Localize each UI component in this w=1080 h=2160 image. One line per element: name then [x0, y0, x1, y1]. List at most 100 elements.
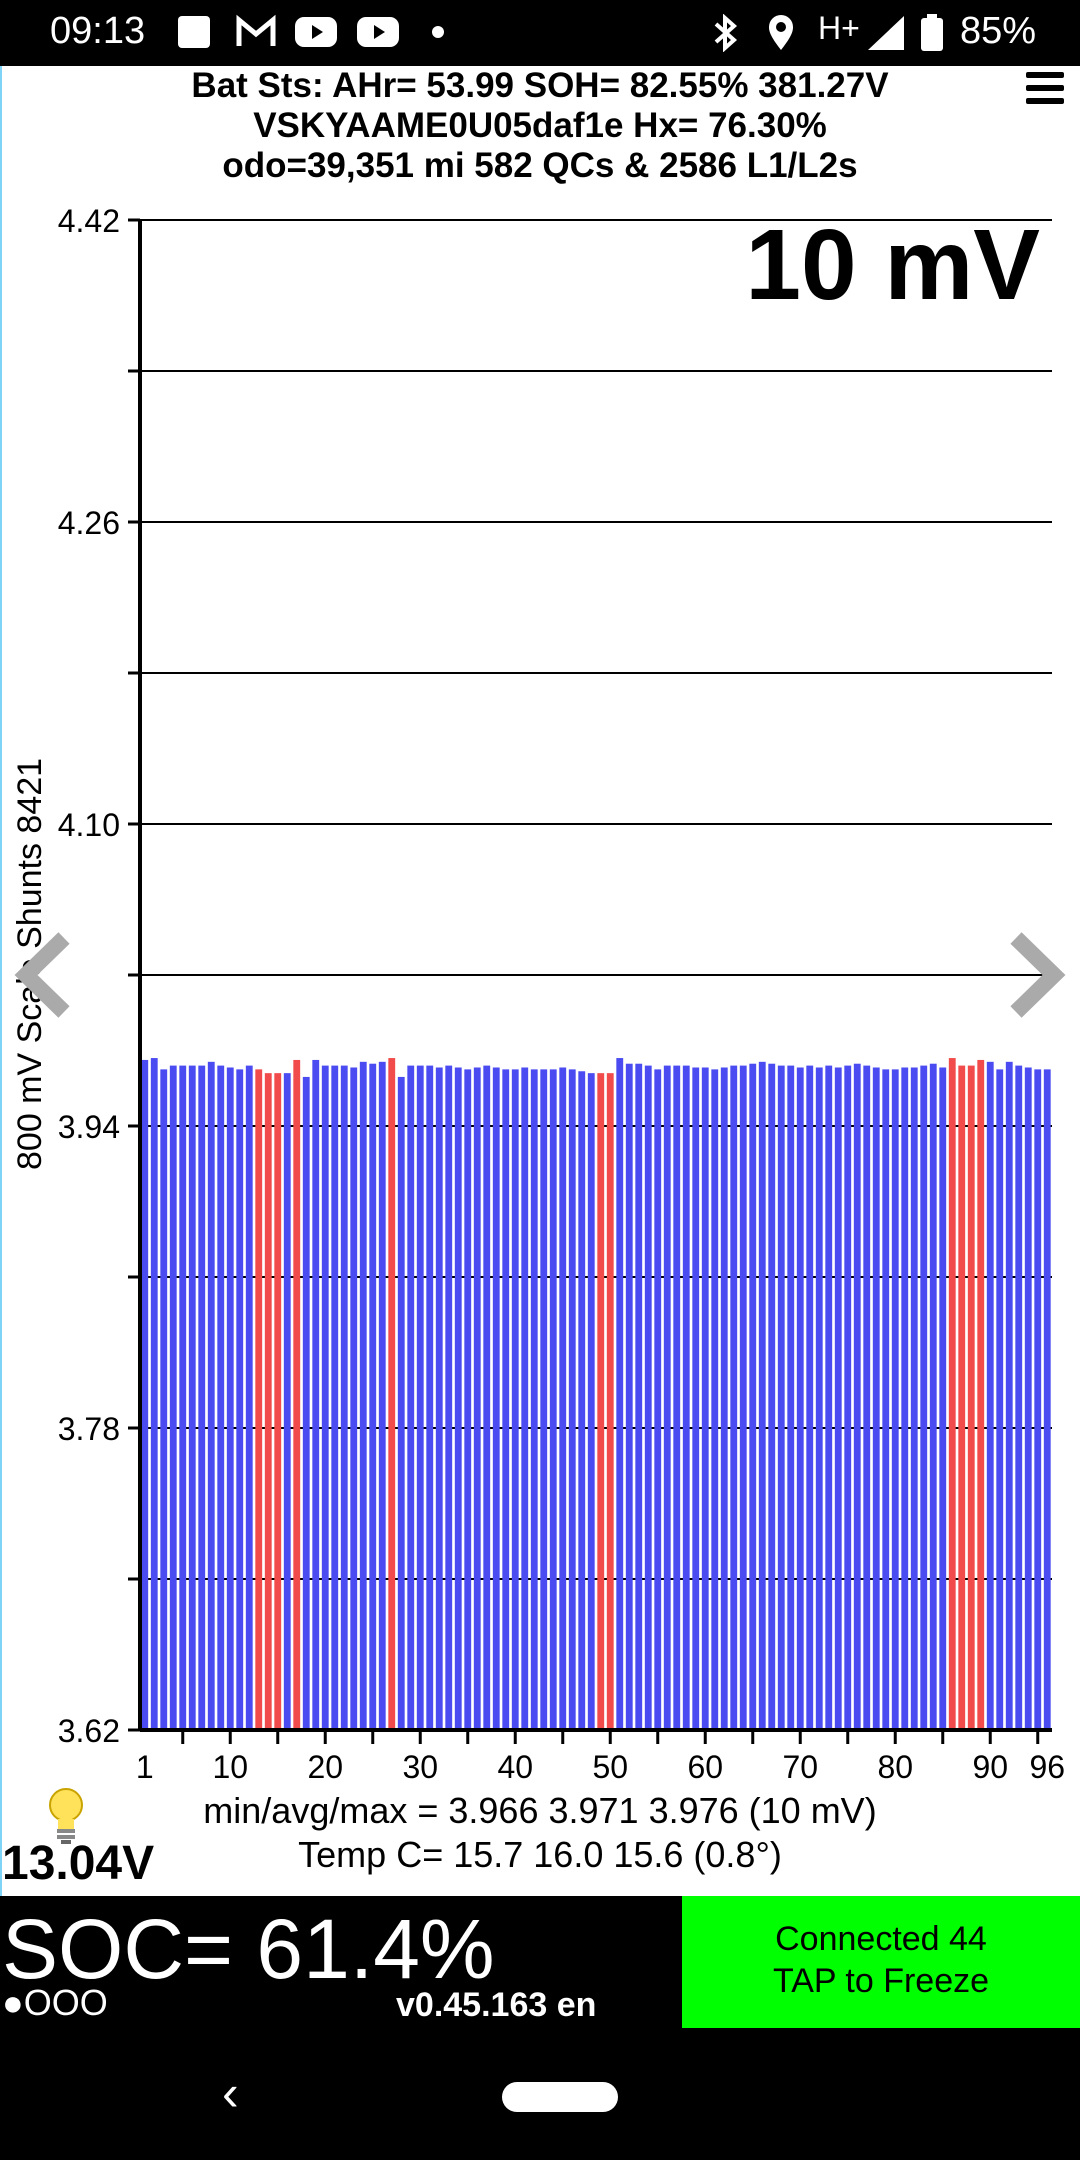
cell-bar[interactable] [378, 1061, 386, 1730]
cell-bar[interactable] [255, 1069, 263, 1730]
cell-bar[interactable] [673, 1065, 681, 1730]
cell-bar[interactable] [863, 1065, 871, 1730]
cell-bar[interactable] [483, 1065, 491, 1730]
cell-bar[interactable] [986, 1061, 994, 1730]
cell-bar[interactable] [236, 1069, 244, 1730]
cell-bar[interactable] [815, 1067, 823, 1730]
cell-bar[interactable] [920, 1065, 928, 1730]
cell-bar[interactable] [948, 1058, 956, 1730]
cell-bar[interactable] [350, 1067, 358, 1730]
cell-bar[interactable] [179, 1065, 187, 1730]
cell-bar[interactable] [606, 1073, 614, 1730]
cell-bar[interactable] [245, 1065, 253, 1730]
cell-bar[interactable] [996, 1069, 1004, 1730]
cell-bar[interactable] [958, 1065, 966, 1730]
cell-bar[interactable] [331, 1065, 339, 1730]
cell-bar[interactable] [587, 1073, 595, 1730]
cell-bar[interactable] [302, 1076, 310, 1730]
cell-bar[interactable] [416, 1065, 424, 1730]
chevron-right-icon[interactable] [1006, 930, 1066, 1020]
cell-bar[interactable] [407, 1065, 415, 1730]
cell-bar[interactable] [473, 1067, 481, 1730]
home-button[interactable] [502, 2082, 618, 2112]
cell-bar[interactable] [141, 1059, 149, 1730]
cell-bar[interactable] [359, 1061, 367, 1730]
connection-freeze-button[interactable]: Connected 44 TAP to Freeze [682, 1896, 1080, 2028]
back-icon[interactable]: ‹ [222, 2065, 239, 2121]
cell-bar[interactable] [1005, 1061, 1013, 1730]
cell-bar[interactable] [502, 1069, 510, 1730]
cell-bar[interactable] [597, 1073, 605, 1730]
chevron-left-icon[interactable] [14, 930, 74, 1020]
cell-bar[interactable] [834, 1067, 842, 1730]
cell-bar[interactable] [1034, 1069, 1042, 1730]
cell-bar[interactable] [939, 1067, 947, 1730]
cell-bar[interactable] [549, 1069, 557, 1730]
cell-bar[interactable] [768, 1063, 776, 1730]
cell-bar[interactable] [654, 1069, 662, 1730]
cell-bar[interactable] [730, 1065, 738, 1730]
cell-bar[interactable] [616, 1058, 624, 1730]
cell-bar[interactable] [530, 1069, 538, 1730]
cell-bar[interactable] [1043, 1069, 1051, 1730]
cell-bar[interactable] [644, 1065, 652, 1730]
cell-bar[interactable] [787, 1065, 795, 1730]
cell-bar[interactable] [825, 1065, 833, 1730]
cell-bar[interactable] [521, 1067, 529, 1730]
cell-bar[interactable] [283, 1073, 291, 1730]
cell-bar[interactable] [635, 1063, 643, 1730]
cell-bar[interactable] [977, 1059, 985, 1730]
cell-bar[interactable] [910, 1067, 918, 1730]
cell-bar[interactable] [777, 1065, 785, 1730]
cell-bar[interactable] [169, 1065, 177, 1730]
cell-bar[interactable] [464, 1069, 472, 1730]
cell-bar[interactable] [872, 1067, 880, 1730]
cell-bar[interactable] [692, 1067, 700, 1730]
menu-icon[interactable] [1026, 72, 1064, 104]
cell-bar[interactable] [1015, 1065, 1023, 1730]
cell-bar[interactable] [568, 1069, 576, 1730]
cell-bar[interactable] [663, 1065, 671, 1730]
cell-bar[interactable] [312, 1059, 320, 1730]
cell-bar[interactable] [264, 1073, 272, 1730]
cell-bar[interactable] [882, 1069, 890, 1730]
cell-bar[interactable] [188, 1065, 196, 1730]
cell-bar[interactable] [388, 1058, 396, 1730]
cell-bar[interactable] [844, 1065, 852, 1730]
cell-bar[interactable] [369, 1063, 377, 1730]
cell-bar[interactable] [901, 1067, 909, 1730]
cell-bar[interactable] [806, 1065, 814, 1730]
cell-bar[interactable] [445, 1065, 453, 1730]
cell-bar[interactable] [150, 1058, 158, 1730]
cell-bar[interactable] [397, 1076, 405, 1730]
cell-bar[interactable] [207, 1061, 215, 1730]
cell-bar[interactable] [540, 1069, 548, 1730]
cell-bar[interactable] [492, 1067, 500, 1730]
cell-bar[interactable] [293, 1059, 301, 1730]
cell-bar[interactable] [559, 1067, 567, 1730]
cell-bar[interactable] [198, 1065, 206, 1730]
cell-bar[interactable] [1024, 1067, 1032, 1730]
cell-bar[interactable] [578, 1071, 586, 1730]
cell-bar[interactable] [711, 1069, 719, 1730]
cell-bar[interactable] [720, 1067, 728, 1730]
cell-bar[interactable] [426, 1065, 434, 1730]
cell-bar[interactable] [511, 1069, 519, 1730]
cell-bar[interactable] [967, 1065, 975, 1730]
cell-bar[interactable] [160, 1069, 168, 1730]
cell-bar[interactable] [226, 1067, 234, 1730]
cell-bar[interactable] [929, 1063, 937, 1730]
cell-bar[interactable] [739, 1065, 747, 1730]
cell-bar[interactable] [435, 1067, 443, 1730]
cell-bar[interactable] [321, 1065, 329, 1730]
cell-bar[interactable] [217, 1065, 225, 1730]
cell-bar[interactable] [454, 1067, 462, 1730]
cell-bar[interactable] [340, 1065, 348, 1730]
cell-bar[interactable] [891, 1069, 899, 1730]
cell-bar[interactable] [749, 1063, 757, 1730]
cell-bar[interactable] [274, 1073, 282, 1730]
cell-bar[interactable] [625, 1063, 633, 1730]
cell-bar[interactable] [853, 1063, 861, 1730]
cell-voltage-chart[interactable]: 4.42 4.26 4.10 3.94 3.78 3.62 1 10 20 30 40 50 60 70 8… [0, 0, 1080, 1800]
cell-bar[interactable] [701, 1067, 709, 1730]
